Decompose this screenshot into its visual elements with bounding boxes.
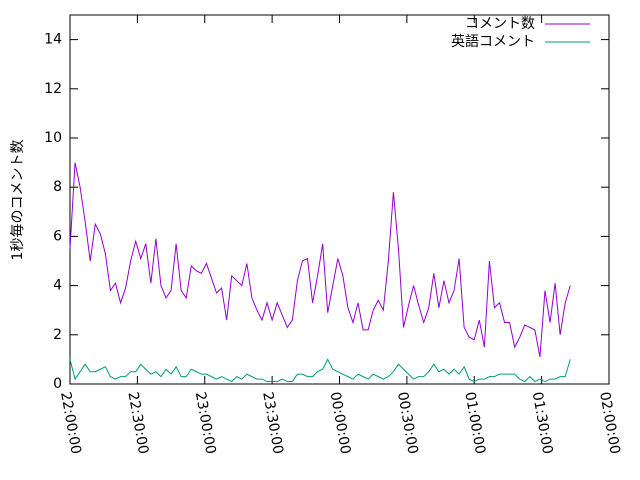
y-tick-label: 0 [53,376,62,392]
x-tick-label: 01:30:00 [529,391,556,456]
x-tick-label: 02:00:00 [596,391,623,456]
x-tick-label: 01:00:00 [461,391,488,456]
y-tick-label: 2 [53,327,62,343]
series-line [69,358,571,383]
x-tick-label: 00:30:00 [394,391,421,456]
y-tick-label: 6 [53,228,62,244]
x-tick-label: 23:00:00 [192,391,219,456]
x-tick-label: 22:30:00 [124,391,151,456]
plot-border [69,14,610,385]
legend-label: 英語コメント [451,33,535,50]
x-tick-label: 22:00:00 [57,391,84,456]
y-axis-label: 1秒毎のコメント数 [10,140,26,261]
y-tick-label: 12 [44,81,62,97]
y-tick-label: 8 [53,179,62,195]
y-tick-label: 4 [53,278,62,294]
x-tick-label: 00:00:00 [327,391,354,456]
series-line [69,162,571,358]
x-tick-label: 23:30:00 [259,391,286,456]
y-tick-label: 10 [44,130,62,146]
legend-label: コメント数 [465,16,535,32]
y-tick-label: 14 [44,32,62,48]
